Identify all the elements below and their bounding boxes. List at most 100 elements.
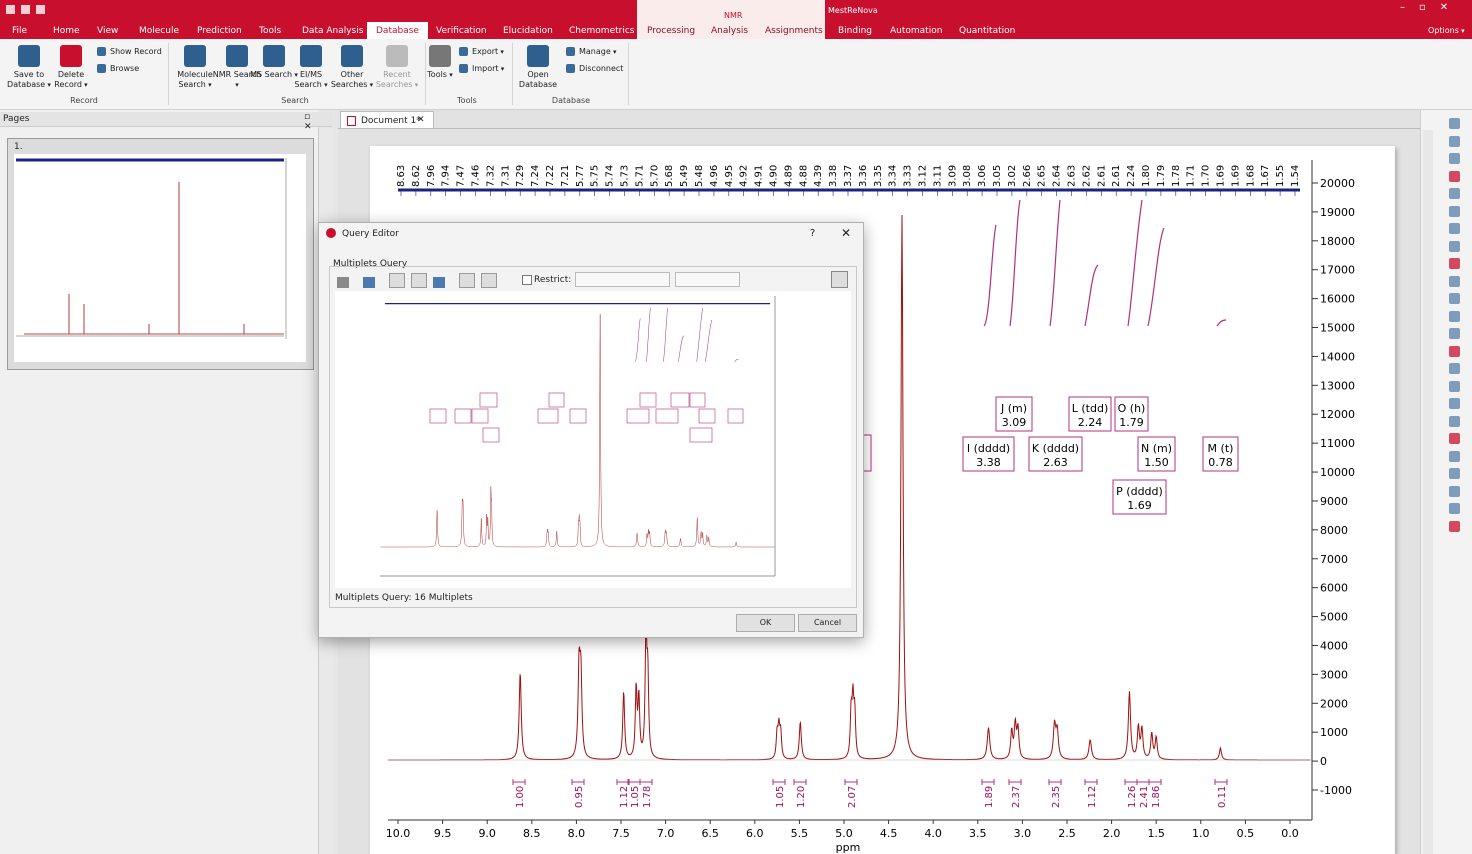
tool-icon[interactable] [1449,345,1460,357]
tool-icon[interactable] [1449,310,1460,322]
dialog-title: Query Editor [342,229,399,239]
menu-tab[interactable]: Verification [436,26,487,36]
document-tab[interactable]: Document 1* ✕ [340,111,434,128]
ok-button[interactable]: OK [736,614,795,632]
x-tick-label: 4.0 [924,827,942,840]
tool-icon[interactable] [1449,275,1460,287]
menu-tab[interactable]: Automation [890,26,943,36]
menu-tab[interactable]: Data Analysis [302,26,364,36]
tool-icon[interactable] [1449,485,1460,497]
help-button[interactable]: ? [810,228,816,239]
group-label: Database [551,96,591,105]
ribbon-button[interactable]: EI/MS Search [286,45,336,90]
group-label: Search [281,96,309,105]
ribbon-button[interactable]: Tools [415,45,465,80]
ribbon-button[interactable]: Save to Database [4,45,54,90]
tool-icon[interactable] [1449,328,1460,339]
multiplet-label: M (t) [1208,442,1234,455]
peak-label: 1.70 [1201,165,1212,187]
tool-icon[interactable] [1449,468,1460,479]
x-tick-label: 8.5 [523,827,541,840]
panel-controls[interactable]: ▫ ✕ [304,112,312,132]
y-tick-label: 20000 [1320,177,1355,190]
peak-label: 1.78 [1171,165,1182,187]
restrict-select[interactable] [575,272,670,287]
tool-icon[interactable] [1449,503,1460,514]
ribbon: Save to Database Delete Record Show Reco… [0,39,1472,110]
menu-tab[interactable]: Home [53,26,80,36]
tool-icon[interactable] [1449,170,1460,182]
query-toolbar[interactable] [337,273,507,288]
tool-icon[interactable] [1449,153,1460,164]
peak-label: 1.80 [1141,165,1152,187]
tool-icon[interactable] [1449,188,1460,199]
ribbon-button[interactable]: Other Searches [327,45,377,90]
scrollbar[interactable] [1423,130,1433,854]
tool-icon[interactable] [1449,135,1460,147]
menu-tab[interactable]: Elucidation [503,26,553,36]
ribbon-button[interactable]: NMR Search [212,45,262,90]
peak-label: 1.71 [1186,165,1197,187]
y-tick-label: 6000 [1320,582,1348,595]
context-tab[interactable]: Assignments [765,26,823,36]
tool-icon[interactable] [1449,118,1460,129]
menu-tab[interactable]: View [97,26,119,36]
tool-icon[interactable] [1449,415,1460,427]
tool-icon[interactable] [1449,293,1460,304]
context-tab[interactable]: Processing [647,26,696,36]
x-tick-label: 6.5 [701,827,719,840]
preview-button[interactable] [831,271,848,288]
panel-header [0,112,332,127]
page-number: 1. [14,142,23,152]
tool-icon[interactable] [1449,520,1460,532]
menu-tab[interactable]: Molecule [139,26,179,36]
multiplet-box [1114,396,1149,432]
integral-bracket [1048,779,1062,785]
tool-icon[interactable] [1449,398,1460,409]
restrict-select[interactable] [675,272,740,287]
ribbon-button[interactable]: MS Search [249,45,299,80]
ribbon-button[interactable]: Delete Record [46,45,96,90]
tool-icon[interactable] [1449,450,1460,462]
ribbon-button[interactable]: Import [459,64,504,73]
x-tick-label: 5.5 [791,827,809,840]
group-label: Record [70,96,98,105]
ribbon-button[interactable]: Export [459,47,504,56]
tool-icon[interactable] [1449,205,1460,217]
integral-bracket [772,779,786,785]
menu-tab[interactable]: File [12,26,28,36]
menu-tab[interactable]: Database [367,22,428,39]
options-menu[interactable]: Options [1428,26,1465,35]
cancel-button[interactable]: Cancel [798,614,857,632]
quick-access[interactable] [6,5,66,15]
window-controls[interactable]: –▫✕ [1400,2,1463,13]
tool-icon[interactable] [1449,240,1460,252]
tool-icon[interactable] [1449,433,1460,444]
ribbon-button[interactable]: Manage [566,47,617,56]
tool-icon[interactable] [1449,223,1460,234]
menu-tab[interactable]: Binding [838,26,873,36]
menu-tab[interactable]: Tools [259,26,282,36]
menu-tab[interactable]: Prediction [197,26,242,36]
menu-tab[interactable]: Chemometrics [569,26,635,36]
ribbon-button[interactable]: Browse [97,64,139,73]
page-thumbnail[interactable]: 1. [7,138,314,370]
ribbon-button[interactable]: Show Record [97,47,162,56]
peak-label: 4.89 [783,165,794,187]
peak-label: 4.90 [769,165,780,187]
integral-bracket [512,779,526,785]
restrict-checkbox[interactable] [522,275,532,285]
menu-tab[interactable]: Quantitation [959,26,1016,36]
ribbon-button[interactable]: Disconnect [566,64,623,73]
ribbon-button[interactable]: Open Database [513,45,563,90]
tool-icon[interactable] [1449,363,1460,374]
close-button[interactable]: ✕ [841,226,852,240]
tool-icon[interactable] [1449,380,1460,392]
context-tab[interactable]: Analysis [711,26,749,36]
tool-icon[interactable] [1449,258,1460,269]
peak-label: 3.36 [858,165,869,187]
peak-label: 5.48 [694,165,705,187]
ribbon-button[interactable]: Molecule Search [170,45,220,90]
preview [335,291,851,588]
peak-label: 7.22 [545,165,556,187]
